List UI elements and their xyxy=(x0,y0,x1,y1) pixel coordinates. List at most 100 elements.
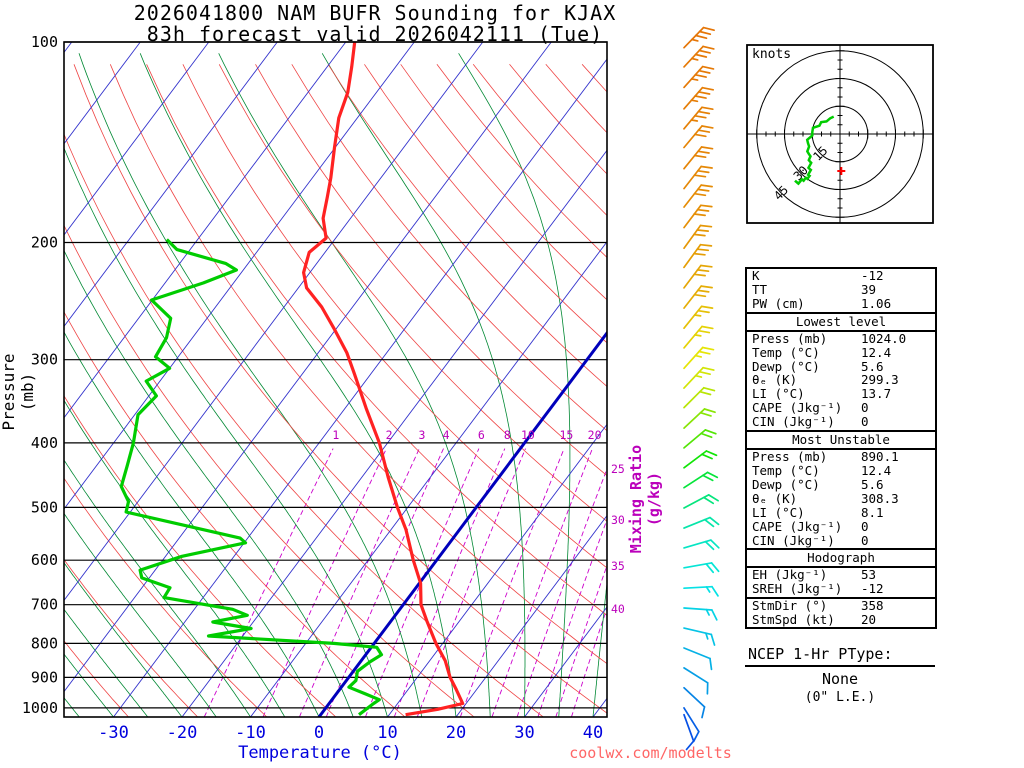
stat-label: StmDir (°) xyxy=(752,598,828,614)
chart-title-line1: 2026041800 NAM BUFR Sounding for KJAX xyxy=(133,1,617,25)
freezing-isotherm xyxy=(317,330,607,717)
svg-text:200: 200 xyxy=(31,234,58,252)
stat-label: Dewp (°C) xyxy=(752,358,820,374)
hodograph-trace xyxy=(794,115,835,186)
stat-row: CIN (Jkg⁻¹) 0 xyxy=(747,533,935,548)
stat-label: SREH (Jkg⁻¹) xyxy=(752,581,843,597)
svg-text:-10: -10 xyxy=(235,723,266,743)
svg-text:6: 6 xyxy=(478,428,485,442)
stat-value: 0 xyxy=(861,400,869,416)
stat-label: CAPE (Jkg⁻¹) xyxy=(752,518,843,534)
svg-text:35: 35 xyxy=(611,559,625,573)
stat-value: 12.4 xyxy=(861,344,892,360)
pressure-tick-labels: 100 200 300 400 500 600 700 800 900 1000 xyxy=(22,33,58,717)
svg-text:1000: 1000 xyxy=(22,699,58,717)
pressure-axis-label: Pressure (mb) xyxy=(0,353,37,431)
stat-value: -12 xyxy=(861,268,884,283)
stat-label: LI (°C) xyxy=(752,504,805,520)
stat-value: -12 xyxy=(861,581,884,597)
stat-label: EH (Jkg⁻¹) xyxy=(752,567,828,583)
stat-value: 39 xyxy=(861,281,877,297)
stat-row: LI (°C) 13.7 xyxy=(747,387,935,401)
svg-text:10: 10 xyxy=(521,428,535,442)
svg-text:2: 2 xyxy=(386,428,393,442)
stat-value: 8.1 xyxy=(861,504,884,520)
svg-text:500: 500 xyxy=(31,498,58,516)
moist-adiabats-layer xyxy=(64,53,607,717)
stat-label: PW (cm) xyxy=(752,295,805,311)
stat-row: CAPE (Jkg⁻¹) 0 xyxy=(747,401,935,415)
stats-panel: K -12 TT 39 PW (cm) 1.06 Lowest level Press (mb… xyxy=(745,267,937,630)
stat-label: Temp (°C) xyxy=(752,462,820,478)
stat-value: 0 xyxy=(861,518,869,534)
hodograph-frame xyxy=(746,44,934,224)
ptype-title: NCEP 1-Hr PType: xyxy=(748,645,893,663)
stat-row: K -12 xyxy=(747,269,935,283)
stat-row: θₑ (K) 299.3 xyxy=(747,373,935,387)
wind-barbs xyxy=(683,26,720,751)
stat-section-title: Lowest level xyxy=(747,311,935,332)
stat-row: Dewp (°C) 5.6 xyxy=(747,476,935,492)
stat-value: 12.4 xyxy=(861,462,892,478)
svg-text:0: 0 xyxy=(314,723,324,743)
stat-label: Temp (°C) xyxy=(752,344,820,360)
stat-label: CAPE (Jkg⁻¹) xyxy=(752,400,843,416)
temperature-tick-labels: -30 -20 -10 0 10 20 30 40 xyxy=(98,723,603,743)
stat-row: Temp (°C) 12.4 xyxy=(747,464,935,478)
temperature-curve xyxy=(302,42,465,717)
svg-text:-30: -30 xyxy=(98,723,129,743)
stat-label: Press (mb) xyxy=(752,330,828,346)
ptype-divider xyxy=(745,665,935,667)
stat-label: K xyxy=(752,268,760,283)
stat-value: 299.3 xyxy=(861,372,899,388)
stat-value: 308.3 xyxy=(861,490,899,506)
stat-value: 1024.0 xyxy=(861,330,907,346)
svg-text:-20: -20 xyxy=(167,723,198,743)
svg-text:15: 15 xyxy=(810,144,830,164)
stat-section-title: Hodograph xyxy=(747,548,935,569)
storm-motion-marker xyxy=(837,167,846,175)
stat-row: SREH (Jkg⁻¹) -12 xyxy=(747,582,935,596)
stat-row: EH (Jkg⁻¹) 53 xyxy=(747,568,935,582)
svg-text:800: 800 xyxy=(31,634,58,652)
stat-value: 5.6 xyxy=(861,476,884,492)
stat-label: TT xyxy=(752,281,768,297)
svg-text:40: 40 xyxy=(583,723,603,743)
stat-row: Press (mb) 1024.0 xyxy=(747,330,935,346)
hodograph-units-label: knots xyxy=(752,47,792,62)
ptype-note: (0" L.E.) xyxy=(804,690,876,705)
stat-value: 358 xyxy=(861,598,884,614)
stat-value: 13.7 xyxy=(861,386,892,402)
stat-label: Press (mb) xyxy=(752,449,828,465)
svg-text:20: 20 xyxy=(588,428,602,442)
stat-value: 0 xyxy=(861,414,869,430)
stat-value: 53 xyxy=(861,567,877,583)
svg-text:30: 30 xyxy=(514,723,534,743)
svg-text:4: 4 xyxy=(443,428,450,442)
stat-row: StmSpd (kt) 20 xyxy=(747,613,935,627)
stat-value: 1.06 xyxy=(861,295,892,311)
svg-text:600: 600 xyxy=(31,551,58,569)
mixing-ratio-layer xyxy=(203,448,607,717)
svg-text:25: 25 xyxy=(611,462,625,476)
svg-text:400: 400 xyxy=(31,434,58,452)
watermark: coolwx.com/modelts xyxy=(569,744,732,762)
ptype-value: None xyxy=(821,670,859,688)
skewt-frame xyxy=(63,41,608,718)
stat-section-title: Most Unstable xyxy=(747,430,935,451)
stat-value: 20 xyxy=(861,612,877,628)
stat-label: StmSpd (kt) xyxy=(752,612,835,628)
stat-row: StmDir (°) 358 xyxy=(747,599,935,613)
stat-row: LI (°C) 8.1 xyxy=(747,504,935,520)
svg-text:45: 45 xyxy=(771,183,791,203)
stat-row: CAPE (Jkg⁻¹) 0 xyxy=(747,518,935,534)
svg-text:1: 1 xyxy=(332,428,339,442)
stat-row: θₑ (K) 308.3 xyxy=(747,490,935,506)
svg-text:10: 10 xyxy=(377,723,397,743)
svg-text:300: 300 xyxy=(31,351,58,369)
stat-row: Temp (°C) 12.4 xyxy=(747,344,935,360)
stat-value: 5.6 xyxy=(861,358,884,374)
svg-text:40: 40 xyxy=(611,602,625,616)
